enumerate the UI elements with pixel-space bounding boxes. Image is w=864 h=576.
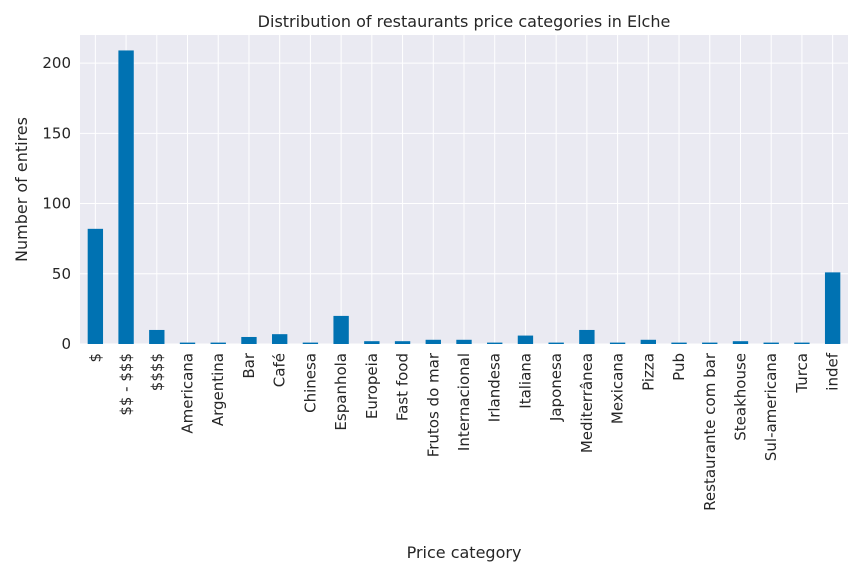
x-tick-label: Italiana <box>516 353 534 409</box>
chart-title: Distribution of restaurants price catego… <box>258 12 671 31</box>
bar <box>732 341 749 344</box>
bar <box>302 342 319 344</box>
bar <box>241 336 257 344</box>
x-tick-label: Internacional <box>455 353 473 451</box>
bar <box>579 329 595 344</box>
x-tick-label: Espanhola <box>332 353 350 431</box>
x-tick-label: Restaurante com bar <box>701 352 719 511</box>
x-tick-label: Café <box>271 353 289 387</box>
bar <box>609 342 626 344</box>
bars <box>87 50 841 344</box>
x-tick-label: $ <box>86 353 104 363</box>
bar <box>517 335 534 344</box>
x-tick-label: Sul-americana <box>762 353 780 461</box>
bar <box>87 228 104 344</box>
bar <box>425 339 441 344</box>
x-tick-label: Mediterrânea <box>578 353 596 453</box>
bar <box>149 329 165 344</box>
bar <box>548 342 564 344</box>
bar <box>179 342 196 344</box>
bar <box>364 341 380 344</box>
y-axis-title: Number of entires <box>12 117 31 262</box>
bar <box>671 342 687 344</box>
x-tick-label: Chinesa <box>301 353 319 413</box>
y-tick-label: 50 <box>52 265 71 283</box>
y-tick-label: 0 <box>61 335 71 353</box>
x-tick-label: Japonesa <box>547 353 565 422</box>
x-tick-label: Fast food <box>394 353 412 421</box>
x-tick-label: Mexicana <box>609 353 627 424</box>
x-tick-label: Steakhouse <box>731 353 749 441</box>
x-tick-label: Frutos do mar <box>424 352 442 457</box>
x-tick-label: Europeia <box>363 353 381 419</box>
bar <box>456 339 472 344</box>
bar <box>487 342 503 344</box>
bar <box>702 342 718 344</box>
x-tick-label: Turca <box>793 353 811 394</box>
grid-lines <box>80 35 848 345</box>
x-tick-label: Irlandesa <box>486 353 504 422</box>
y-tick-label: 200 <box>42 54 71 72</box>
y-tick-labels: 0 50 100 150 200 <box>42 54 71 353</box>
x-tick-label: $$ - $$$ <box>117 353 135 416</box>
bar <box>118 50 134 344</box>
x-tick-label: Pizza <box>639 353 657 391</box>
bar <box>272 334 288 344</box>
x-tick-label: Argentina <box>209 353 227 426</box>
x-tick-label: Pub <box>670 353 688 381</box>
bar <box>394 341 411 344</box>
bar <box>794 342 810 344</box>
bar <box>824 272 841 344</box>
x-axis-title: Price category <box>407 543 522 562</box>
x-tick-label: Bar <box>240 352 258 378</box>
x-tick-label: $$$$ <box>148 353 166 391</box>
x-tick-labels: $ $$ - $$$ $$$$ Americana Argentina Bar Café Ch… <box>86 352 841 511</box>
x-tick-label: Americana <box>179 353 197 434</box>
bar <box>763 342 779 344</box>
y-tick-label: 150 <box>42 124 71 142</box>
bar <box>210 342 226 344</box>
bar <box>333 315 349 344</box>
x-tick-label: indef <box>824 352 842 390</box>
y-tick-label: 100 <box>42 195 71 213</box>
bar <box>640 339 656 344</box>
